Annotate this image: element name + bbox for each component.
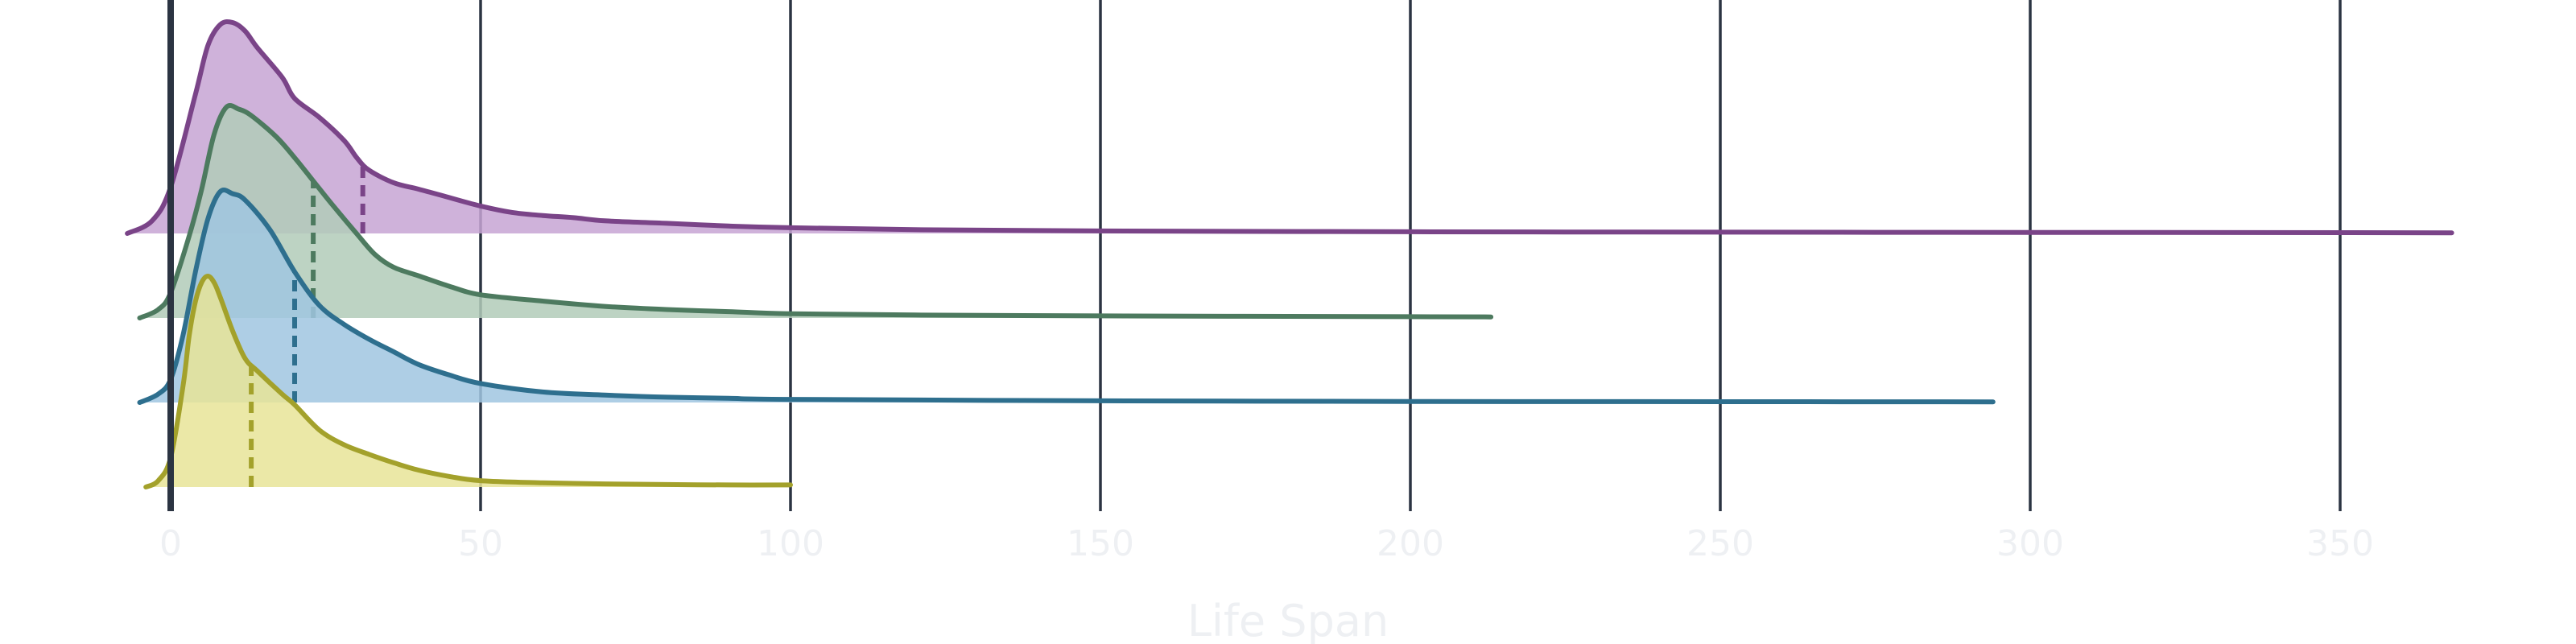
ridge-3-outline	[137, 187, 1996, 405]
x-axis-label: Life Span	[1187, 596, 1389, 644]
x-tick-label-100: 100	[757, 523, 824, 564]
x-tick-label-0: 0	[159, 523, 182, 564]
x-tick-label-200: 200	[1377, 523, 1444, 564]
ridge-4-area	[146, 276, 791, 487]
ridge-1-outline	[125, 19, 2454, 236]
ridge-layer	[125, 19, 2454, 489]
x-tick-label-300: 300	[1996, 523, 2064, 564]
ridge-2-outline	[137, 102, 1494, 320]
x-tick-label-250: 250	[1686, 523, 1754, 564]
ridge-3-area	[139, 189, 1993, 402]
ridge-1	[125, 19, 2454, 236]
ridge-4-outline	[143, 274, 793, 489]
x-tick-label-350: 350	[2306, 523, 2374, 564]
x-tick-label-50: 50	[458, 523, 503, 564]
ridge-4	[143, 274, 793, 489]
grid-layer	[479, 0, 2342, 511]
ridge-3	[137, 187, 1996, 405]
x-tick-label-150: 150	[1067, 523, 1134, 564]
ridge-1-area	[127, 21, 2452, 234]
x-tick-labels: 0 50 100 150 200 250 300 350	[159, 523, 2374, 564]
